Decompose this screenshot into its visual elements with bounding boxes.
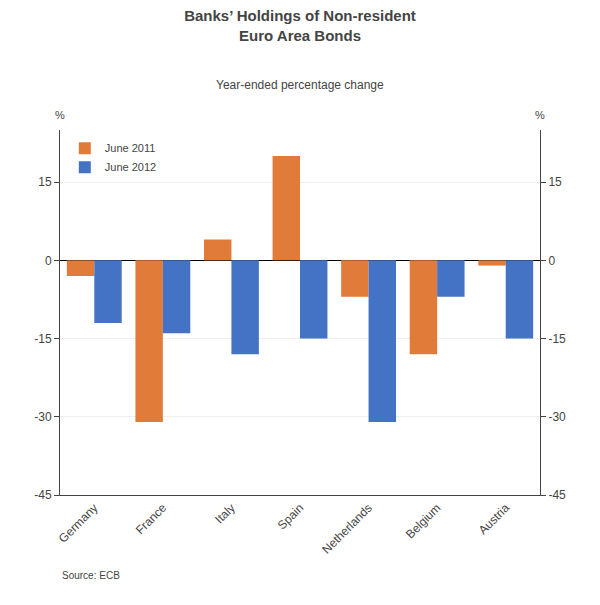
svg-text:-45: -45 bbox=[548, 488, 566, 502]
svg-text:%: % bbox=[55, 109, 65, 121]
svg-text:0: 0 bbox=[548, 254, 555, 268]
svg-text:-30: -30 bbox=[548, 410, 566, 424]
svg-text:Italy: Italy bbox=[212, 501, 237, 526]
svg-text:June 2011: June 2011 bbox=[105, 142, 156, 154]
svg-text:15: 15 bbox=[548, 175, 562, 189]
svg-text:15: 15 bbox=[38, 175, 52, 189]
svg-text:%: % bbox=[535, 109, 545, 121]
svg-text:Source: ECB: Source: ECB bbox=[62, 570, 120, 581]
svg-text:-45: -45 bbox=[34, 488, 52, 502]
svg-text:Germany: Germany bbox=[56, 501, 101, 546]
svg-text:France: France bbox=[133, 501, 170, 538]
svg-text:Year-ended percentage change: Year-ended percentage change bbox=[216, 78, 384, 92]
svg-text:Banks’ Holdings of Non-residen: Banks’ Holdings of Non-residentEuro Area… bbox=[184, 7, 416, 44]
svg-text:-15: -15 bbox=[34, 332, 52, 346]
svg-text:Netherlands: Netherlands bbox=[319, 501, 375, 557]
svg-text:Spain: Spain bbox=[275, 501, 307, 533]
svg-text:Austria: Austria bbox=[476, 501, 513, 538]
svg-text:June 2012: June 2012 bbox=[105, 161, 156, 173]
svg-text:Belgium: Belgium bbox=[403, 501, 444, 542]
svg-text:-30: -30 bbox=[34, 410, 52, 424]
svg-text:-15: -15 bbox=[548, 332, 566, 346]
svg-text:0: 0 bbox=[45, 254, 52, 268]
